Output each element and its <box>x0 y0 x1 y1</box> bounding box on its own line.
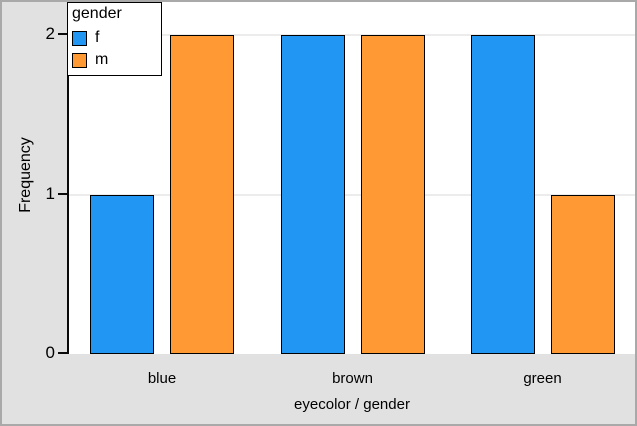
legend-swatch-f-icon <box>72 30 87 46</box>
y-tick-mark <box>58 33 67 35</box>
gridline-y-1 <box>69 193 635 196</box>
legend-item-m: m <box>72 52 157 68</box>
legend-item-f: f <box>72 30 157 46</box>
y-tick-mark <box>58 192 67 195</box>
x-category-label-blue: blue <box>147 370 177 387</box>
x-axis-label: eyecolor / gender <box>294 396 410 413</box>
bar-brown-f[interactable] <box>280 35 345 354</box>
x-category-label-green: green <box>523 370 562 387</box>
bar-blue-m[interactable] <box>170 35 234 354</box>
legend: gender f m <box>67 2 162 76</box>
legend-item-label: m <box>95 51 109 68</box>
gridline-y-2 <box>69 34 635 36</box>
y-axis-label: Frequency <box>17 137 34 213</box>
legend-item-label: f <box>95 29 100 46</box>
bar-brown-m[interactable] <box>360 35 425 354</box>
y-tick-label: 1 <box>45 183 55 203</box>
y-tick-label: 0 <box>45 343 55 362</box>
bar-green-m[interactable] <box>550 194 615 354</box>
y-tick-mark <box>58 352 67 354</box>
y-tick-label: 2 <box>45 24 55 43</box>
legend-title: gender <box>72 5 122 22</box>
x-category-label-brown: brown <box>332 370 373 387</box>
bar-blue-f[interactable] <box>90 194 154 354</box>
bar-green-f[interactable] <box>470 35 535 354</box>
legend-swatch-m-icon <box>72 52 87 68</box>
